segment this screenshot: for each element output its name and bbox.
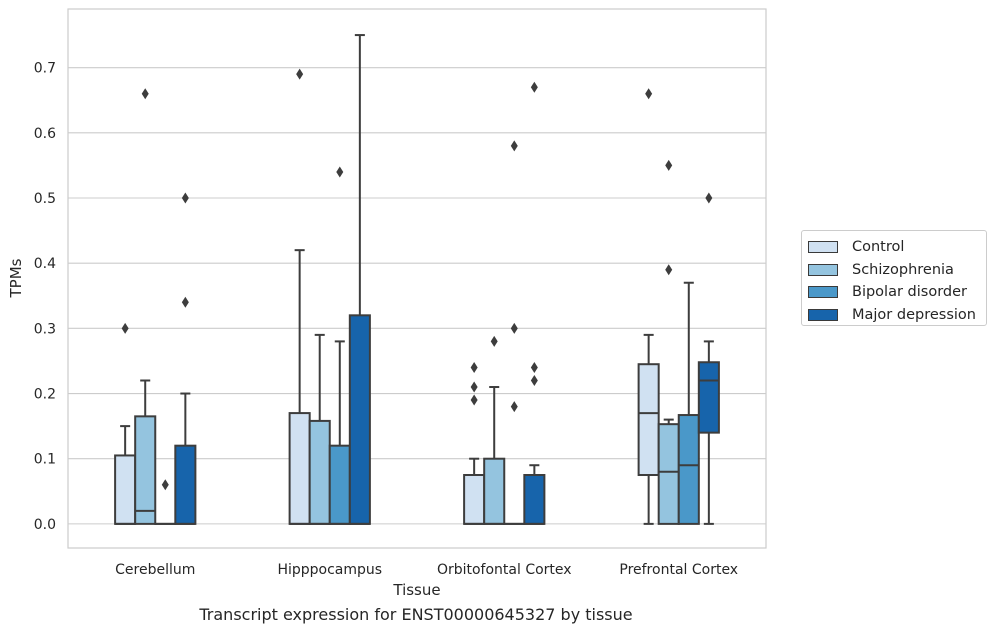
outlier-point [470,394,478,406]
outlier-point [336,166,344,178]
y-tick-label: 0.1 [34,452,56,468]
box-bipolar-disorder [328,166,351,525]
box-iqr [697,361,720,434]
y-tick-label: 0.4 [34,256,56,272]
box-iqr [483,457,506,525]
outlier-point [121,322,129,334]
legend: Control Schizophrenia Bipolar disorder Majo… [801,230,987,326]
y-tick-label: 0.6 [34,126,56,142]
box-schizophrenia [134,88,157,525]
outlier-point [470,361,478,373]
y-axis-label: TPMs [7,258,25,298]
y-tick-label: 0.5 [34,191,56,207]
legend-item: Bipolar disorder [808,281,986,304]
legend-label: Control [852,239,905,256]
box-control [463,361,486,525]
box-iqr [677,414,700,525]
legend-item: Major depression [808,304,986,327]
legend-swatch [808,286,838,299]
x-tick-labels: Cerebellum Hipppocampus Orbitofontal Corte… [115,562,738,578]
outlier-point [490,335,498,347]
y-tick-label: 0.0 [34,517,56,533]
box-control [288,68,311,525]
x-axis-label: Tissue [392,581,440,599]
box-schizophrenia [308,333,331,525]
box-iqr [328,444,351,525]
figure-caption: Transcript expression for ENST0000064532… [199,605,633,624]
legend-label: Bipolar disorder [852,284,967,301]
y-tick-label: 0.2 [34,387,56,403]
box-bipolar-disorder [154,479,177,525]
outlier-point [665,159,673,171]
outlier-point [510,401,518,413]
box-iqr [463,474,486,525]
box-schizophrenia [483,335,506,525]
box-major-depression [523,81,546,525]
outlier-point [161,479,169,491]
plot-area-frame [67,8,767,549]
outlier-point [181,296,189,308]
legend-swatch [808,263,838,276]
outlier-point [665,264,673,276]
box-iqr [637,363,660,477]
outlier-point [530,81,538,93]
box-major-depression [348,34,371,525]
box-iqr [174,444,197,525]
outlier-point [510,322,518,334]
outlier-point [470,381,478,393]
legend-label: Schizophrenia [852,261,954,278]
box-major-depression [174,192,197,525]
x-tick-label: Cerebellum [115,562,195,578]
box-control [637,88,660,525]
outlier-point [141,88,149,100]
box-iqr [348,314,371,525]
y-tick-label: 0.7 [34,61,56,77]
outlier-point [530,361,538,373]
legend-item: Schizophrenia [808,259,986,282]
box-schizophrenia [657,159,680,525]
y-tick-labels: 0.0 0.1 0.2 0.3 0.4 0.5 0.6 0.7 [34,61,56,533]
legend-swatch [808,308,838,321]
outlier-point [510,140,518,152]
x-tick-label: Prefrontal Cortex [619,562,738,578]
box-series [114,34,720,525]
box-iqr [288,412,311,525]
outlier-point [296,68,304,80]
outlier-point [181,192,189,204]
outlier-point [645,88,653,100]
box-iqr [134,415,157,525]
box-iqr [523,474,546,525]
box-iqr [657,423,680,525]
y-tick-label: 0.3 [34,321,56,337]
outlier-point [530,374,538,386]
legend-item: Control [808,236,986,259]
x-tick-label: Hipppocampus [277,562,382,578]
box-bipolar-disorder [677,281,700,525]
legend-label: Major depression [852,306,976,323]
outlier-point [705,192,713,204]
box-iqr [114,454,137,525]
box-major-depression [697,192,720,525]
box-iqr [308,419,331,525]
x-tick-label: Orbitofontal Cortex [437,562,572,578]
legend-swatch [808,241,838,254]
box-control [114,322,137,525]
